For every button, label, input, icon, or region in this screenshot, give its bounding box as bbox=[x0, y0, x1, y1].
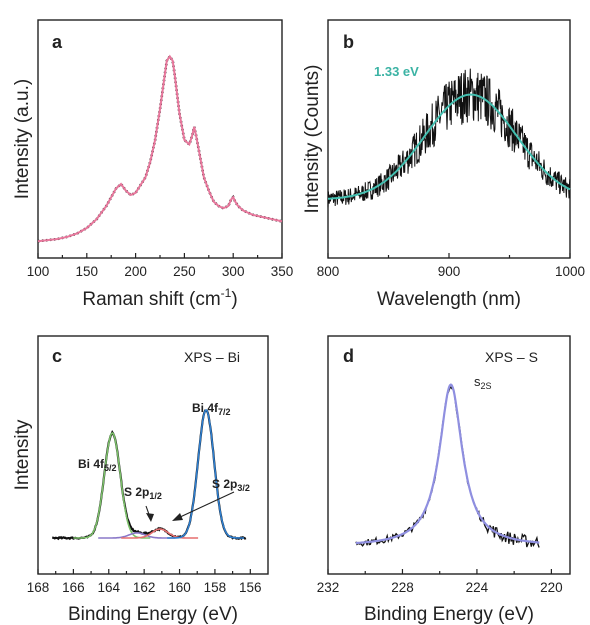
panel-a-letter: a bbox=[52, 32, 63, 52]
peak-label-bi-4f72: Bi 4f7/2 bbox=[192, 401, 231, 417]
panel-b-y-axis-label: Intensity (Counts) bbox=[302, 65, 323, 214]
panel-b-x-tick-label: 900 bbox=[438, 264, 461, 279]
panel-a-ticks: 100 150 200 250 300 350 bbox=[27, 253, 294, 279]
panel-a-x-axis-label-main: Raman shift (cm bbox=[82, 289, 220, 310]
xps-s-fit-series bbox=[355, 383, 540, 545]
panel-a-x-axis-label-sup: -1 bbox=[221, 286, 232, 300]
panel-c-x-tick-label: 156 bbox=[239, 580, 262, 595]
panel-b-x-tick-label: 1000 bbox=[555, 264, 585, 279]
panel-a-x-tick-label: 250 bbox=[173, 264, 196, 279]
panel-c-y-axis-label: Intensity bbox=[12, 419, 33, 490]
peak-label-s-2p12-main: S 2p bbox=[124, 485, 149, 499]
panel-d-x-axis-label: Binding Energy (eV) bbox=[364, 604, 534, 625]
panel-a-x-tick-label: 150 bbox=[76, 264, 99, 279]
panel-c-x-tick-label: 160 bbox=[168, 580, 191, 595]
raman-raw-series bbox=[37, 54, 283, 243]
panel-a-x-axis-label-end: ) bbox=[231, 289, 237, 310]
panel-d-plot bbox=[355, 383, 540, 548]
panel-b-x-axis-label: Wavelength (nm) bbox=[377, 289, 521, 310]
panel-a: 100 150 200 250 300 350 a Intensity (a.u.) Ra… bbox=[12, 19, 294, 310]
panel-b: 800 900 1000 b 1.33 eV Intensity (Counts) … bbox=[302, 19, 585, 310]
panel-a-plot bbox=[37, 54, 283, 243]
peak-label-s-2p12: S 2p1/2 bbox=[124, 485, 162, 501]
peak-label-s-2p32-sub: 3/2 bbox=[237, 483, 250, 493]
panel-d-x-tick-label: 228 bbox=[391, 580, 414, 595]
peak-label-s-2p32-main: S 2p bbox=[212, 477, 237, 491]
panel-d-peak-label-sub: 2S bbox=[481, 381, 492, 391]
panel-b-energy-annotation: 1.33 eV bbox=[374, 64, 419, 79]
peak-label-bi-4f72-main: Bi 4f bbox=[192, 401, 219, 415]
peak-bi-4f72-fit bbox=[167, 408, 245, 539]
peak-label-bi-4f52-main: Bi 4f bbox=[78, 457, 105, 471]
panel-c-x-tick-label: 168 bbox=[27, 580, 50, 595]
arrow-s-2p12-head bbox=[146, 513, 154, 522]
arrow-s-2p32-head bbox=[172, 513, 183, 521]
panel-d-x-tick-label: 224 bbox=[466, 580, 489, 595]
panel-a-x-tick-label: 350 bbox=[271, 264, 294, 279]
panel-c-corner-label: XPS – Bi bbox=[184, 349, 240, 365]
panel-a-x-axis-label: Raman shift (cm-1) bbox=[82, 286, 237, 310]
peak-label-bi-4f72-sub: 7/2 bbox=[218, 407, 231, 417]
panel-b-plot bbox=[327, 68, 571, 208]
peak-label-bi-4f52-sub: 5/2 bbox=[104, 463, 117, 473]
panel-a-x-tick-label: 200 bbox=[124, 264, 147, 279]
pl-raw-series bbox=[327, 68, 571, 208]
panel-d-x-tick-label: 220 bbox=[540, 580, 563, 595]
xps-s-raw-series bbox=[355, 386, 540, 548]
panel-d-peak-label-main: s bbox=[474, 374, 481, 389]
panel-a-x-tick-label: 300 bbox=[222, 264, 245, 279]
peak-label-bi-4f52: Bi 4f5/2 bbox=[78, 457, 117, 473]
pl-fit-series bbox=[327, 93, 571, 200]
panel-c-x-tick-label: 164 bbox=[98, 580, 121, 595]
panel-a-y-axis-label: Intensity (a.u.) bbox=[12, 79, 33, 199]
panel-c-x-tick-label: 162 bbox=[133, 580, 156, 595]
panel-c-ticks: 168 166 164 162 160 158 156 bbox=[27, 569, 262, 595]
panel-b-letter: b bbox=[343, 32, 354, 52]
panel-d-x-tick-label: 232 bbox=[317, 580, 340, 595]
panel-a-frame bbox=[37, 19, 283, 259]
panel-d-letter: d bbox=[343, 346, 354, 366]
xps-bi-raw-series bbox=[51, 409, 247, 541]
arrow-s-2p32 bbox=[177, 491, 235, 519]
panel-c-x-tick-label: 158 bbox=[204, 580, 227, 595]
panel-c-x-axis-label: Binding Energy (eV) bbox=[68, 604, 238, 625]
panel-c-frame bbox=[37, 335, 269, 575]
panel-c-letter: c bbox=[52, 346, 62, 366]
peak-s-2p12-fit bbox=[98, 532, 176, 539]
panel-d-ticks: 232 228 224 220 bbox=[317, 569, 563, 595]
panel-d: 232 228 224 220 d XPS – S s2S Binding Energ… bbox=[317, 335, 571, 625]
peak-label-s-2p32: S 2p3/2 bbox=[212, 477, 250, 493]
panel-b-x-tick-label: 800 bbox=[317, 264, 340, 279]
panel-d-peak-label: s2S bbox=[474, 374, 492, 391]
peak-s-2p32-fit bbox=[121, 528, 199, 539]
panel-d-corner-label: XPS – S bbox=[485, 349, 538, 365]
peak-label-s-2p12-sub: 1/2 bbox=[149, 491, 162, 501]
panel-d-frame bbox=[327, 335, 571, 575]
panel-c-x-tick-label: 166 bbox=[62, 580, 85, 595]
panel-c-plot bbox=[51, 408, 247, 541]
panel-c: 168 166 164 162 160 158 156 c XPS – Bi Intensi… bbox=[12, 335, 269, 625]
panel-b-ticks: 800 900 1000 bbox=[317, 253, 585, 279]
raman-fit-series bbox=[37, 54, 283, 243]
panel-a-x-tick-label: 100 bbox=[27, 264, 50, 279]
panel-b-frame bbox=[327, 19, 571, 259]
